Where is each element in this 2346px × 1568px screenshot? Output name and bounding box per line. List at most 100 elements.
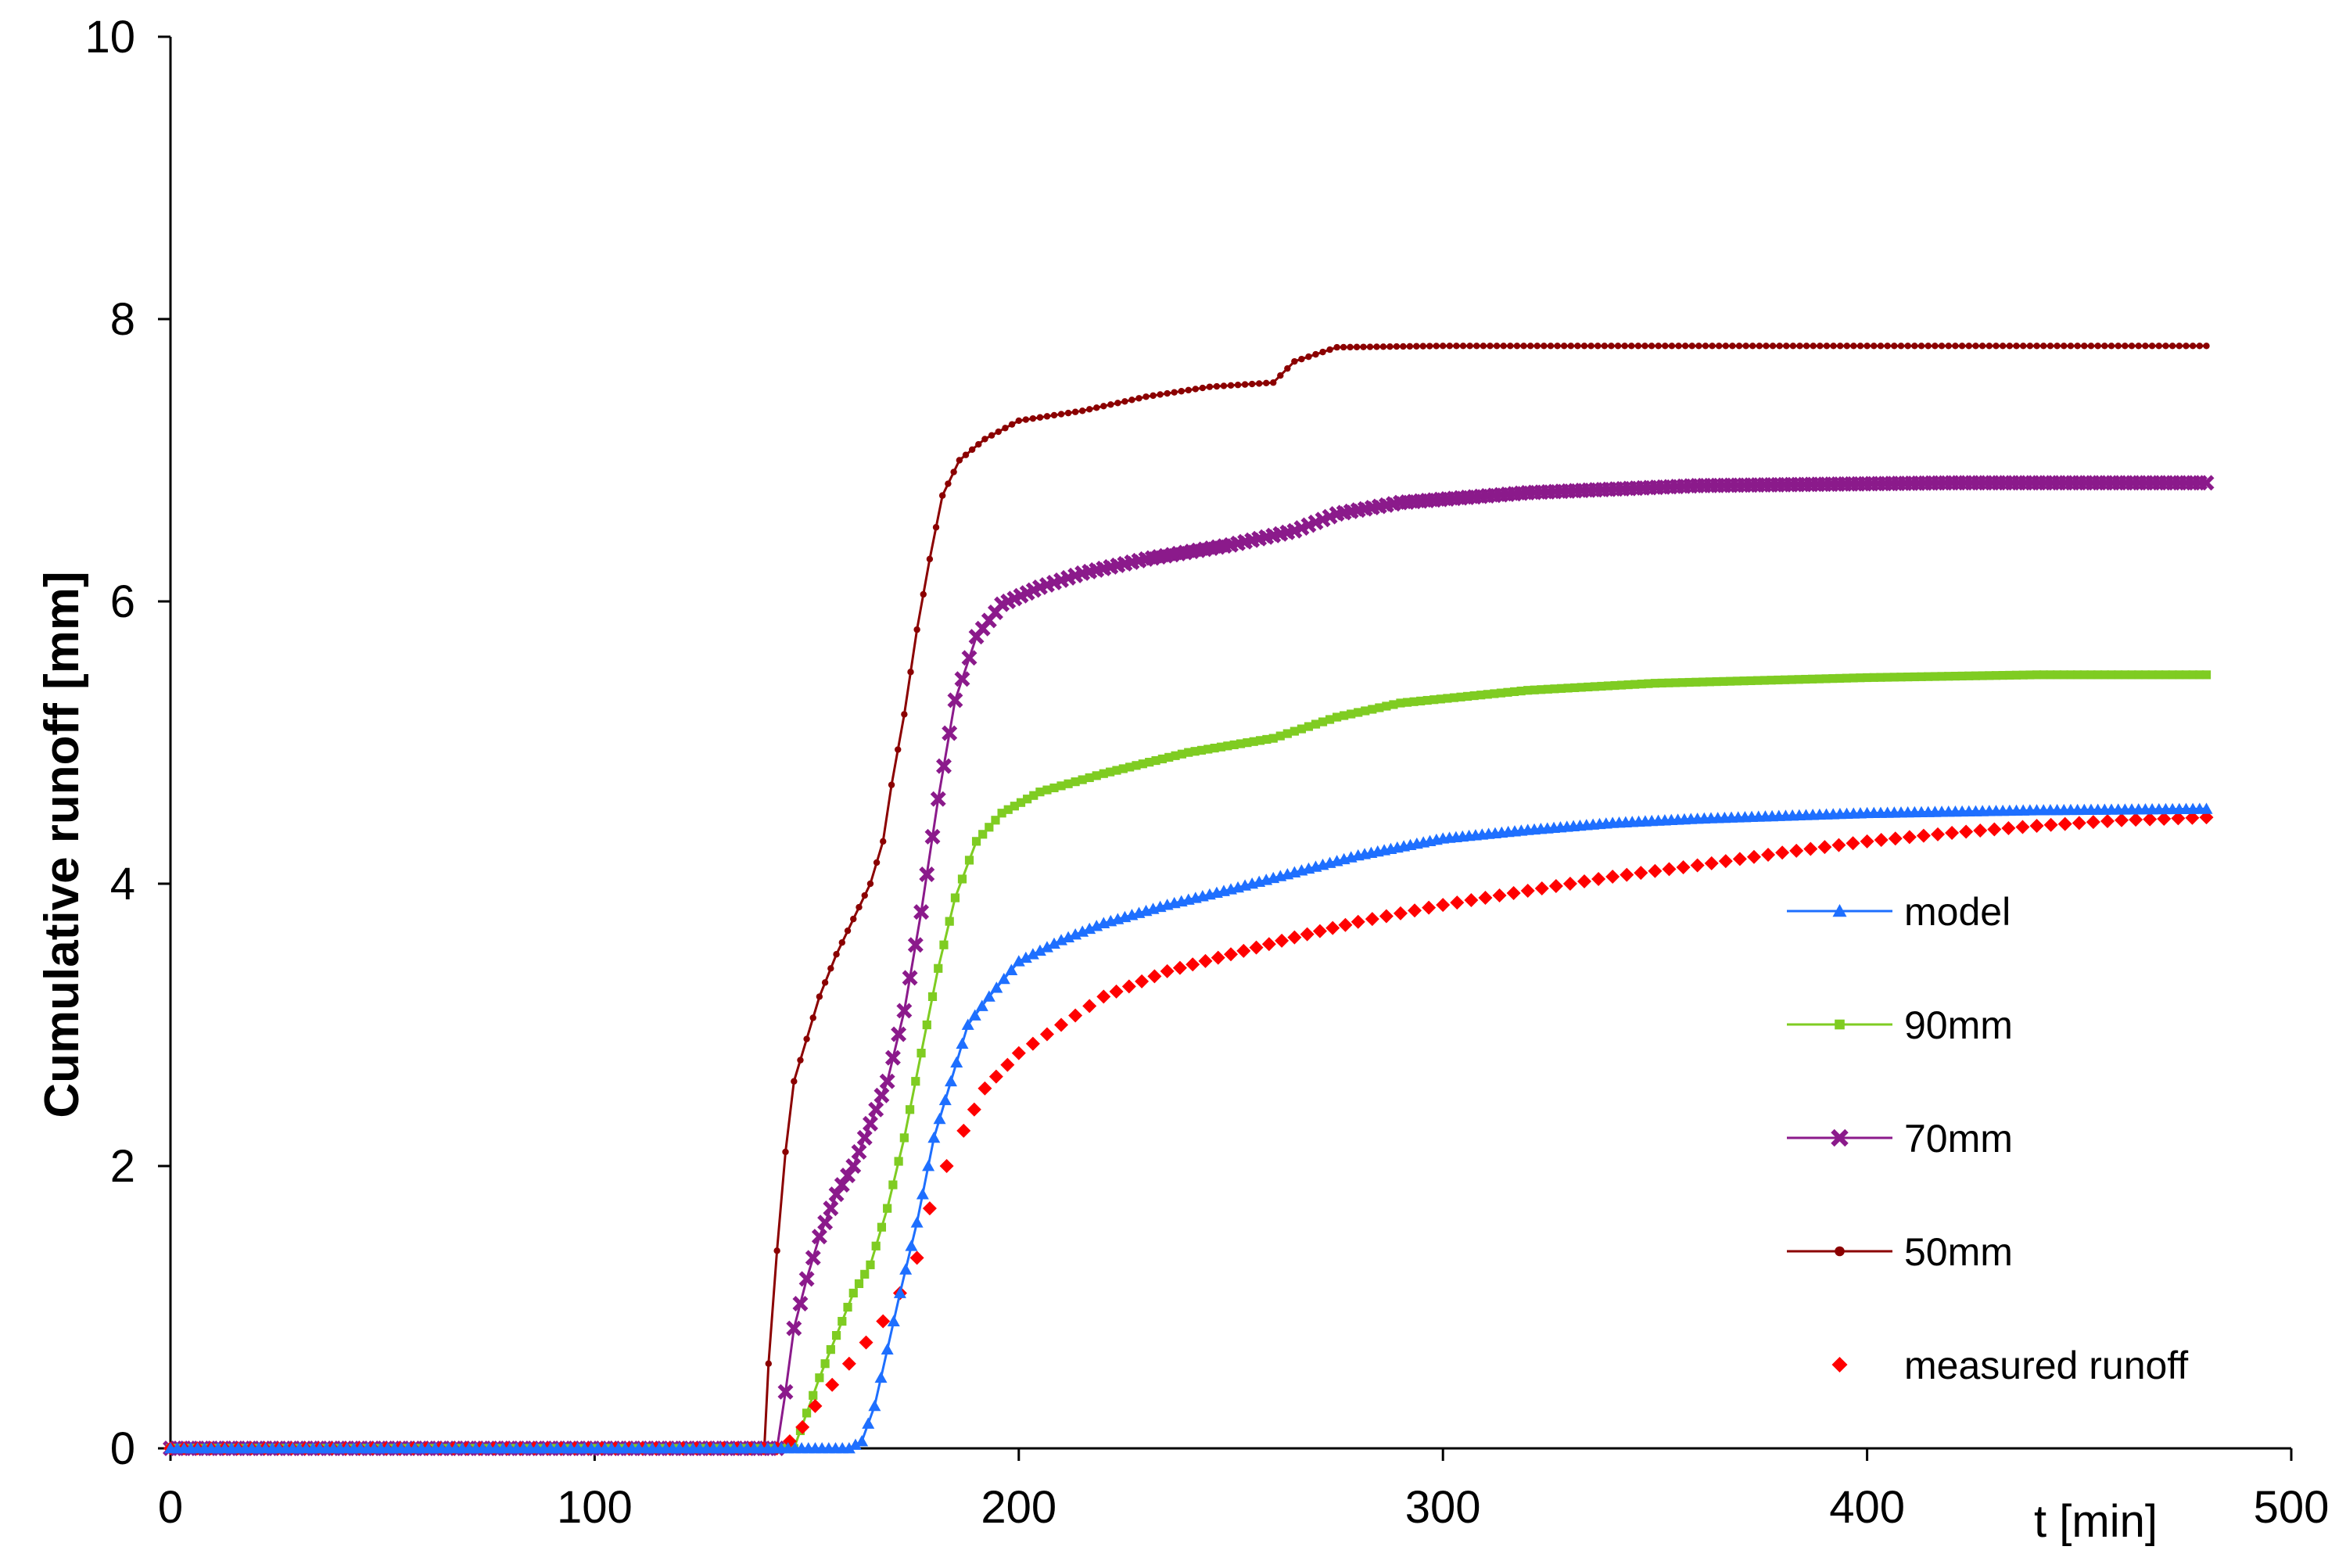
x-tick-label: 200	[981, 1482, 1056, 1533]
data-point	[1888, 831, 1903, 846]
data-point	[939, 1159, 954, 1173]
series-line	[170, 807, 2207, 1450]
data-point	[1690, 858, 1705, 873]
data-point	[1781, 675, 1790, 684]
data-point	[1577, 683, 1586, 692]
y-tick-label: 10	[84, 12, 135, 63]
data-point	[2061, 343, 2068, 350]
data-point	[991, 816, 1000, 825]
data-point	[985, 823, 994, 832]
data-point	[1268, 734, 1278, 743]
data-point	[1366, 343, 1374, 350]
legend-item-90mm: 90mm	[1787, 1003, 2013, 1047]
x-tick-label: 500	[2254, 1482, 2330, 1533]
data-point	[968, 1009, 981, 1021]
data-point	[831, 1331, 841, 1340]
data-point	[1877, 343, 1885, 350]
data-point	[1002, 425, 1009, 432]
data-point	[1282, 729, 1292, 738]
data-point	[1196, 745, 1207, 755]
data-point	[1406, 343, 1414, 350]
data-point	[1483, 690, 1492, 699]
data-point	[975, 999, 988, 1011]
data-point	[1478, 891, 1493, 906]
data-point	[833, 951, 840, 958]
x-tick-label: 400	[1829, 1482, 1905, 1533]
data-point	[933, 1112, 946, 1125]
data-point	[1794, 675, 1803, 684]
data-point	[1601, 343, 1609, 350]
data-point	[1702, 343, 1709, 350]
data-point	[1056, 781, 1066, 791]
data-point	[1304, 722, 1314, 731]
data-point	[1107, 401, 1114, 408]
data-point	[1650, 679, 1659, 688]
data-point	[874, 1371, 888, 1383]
data-point	[1008, 421, 1016, 428]
data-point	[1856, 673, 1865, 683]
data-point	[1563, 684, 1573, 693]
data-point	[1255, 736, 1265, 745]
data-point	[1776, 343, 1783, 350]
data-point	[909, 1250, 924, 1265]
data-point	[1608, 343, 1615, 350]
data-point	[922, 1201, 937, 1216]
data-point	[1416, 696, 1426, 705]
data-point	[2059, 670, 2068, 680]
data-point	[811, 1229, 827, 1245]
data-point	[1436, 898, 1451, 913]
data-point	[1774, 675, 1783, 685]
data-point	[927, 1131, 941, 1143]
data-point	[1761, 847, 1776, 862]
data-point	[1039, 1027, 1054, 1042]
data-point	[1068, 1008, 1083, 1023]
x-axis-title: t [min]	[2034, 1496, 2158, 1547]
data-point	[1150, 392, 1157, 400]
legend-label: measured runoff	[1904, 1344, 2188, 1387]
data-point	[823, 1200, 839, 1217]
data-point	[1019, 951, 1032, 963]
data-point	[2057, 816, 2072, 831]
data-point	[1964, 671, 1974, 680]
data-point	[1270, 379, 1277, 386]
data-point	[1677, 678, 1687, 687]
data-point	[1869, 673, 1878, 682]
data-point	[1864, 343, 1871, 350]
data-point	[2148, 343, 2156, 350]
data-point	[1863, 673, 1872, 683]
y-tick-label: 0	[110, 1423, 135, 1474]
data-point	[2154, 670, 2164, 680]
legend-label: 50mm	[1904, 1230, 2013, 1274]
data-point	[1241, 381, 1249, 388]
data-point	[1025, 1036, 1040, 1051]
data-point	[1742, 343, 1749, 350]
data-point	[968, 446, 976, 454]
data-point	[1318, 717, 1328, 727]
data-point	[2029, 818, 2044, 833]
data-point	[1459, 343, 1467, 350]
data-point	[1796, 343, 1803, 350]
data-point	[1064, 779, 1073, 788]
data-point	[1236, 739, 1246, 748]
data-point	[919, 866, 935, 882]
data-point	[1433, 343, 1440, 350]
data-point	[1965, 343, 1972, 350]
data-point	[891, 1026, 907, 1042]
data-point	[887, 1315, 900, 1326]
data-point	[1739, 676, 1749, 686]
data-point	[899, 1263, 913, 1275]
data-point	[1860, 834, 1874, 849]
data-point	[1520, 343, 1527, 350]
data-point	[1487, 343, 1494, 350]
data-point	[1379, 343, 1387, 350]
data-point	[1106, 767, 1115, 777]
data-point	[1803, 841, 1818, 856]
data-point	[1735, 343, 1743, 350]
data-point	[917, 1049, 926, 1058]
data-point	[1151, 755, 1160, 766]
data-point	[1078, 775, 1087, 784]
data-point	[1597, 681, 1606, 691]
data-point	[1382, 701, 1391, 711]
data-point	[1255, 380, 1263, 387]
data-point	[1534, 881, 1549, 896]
